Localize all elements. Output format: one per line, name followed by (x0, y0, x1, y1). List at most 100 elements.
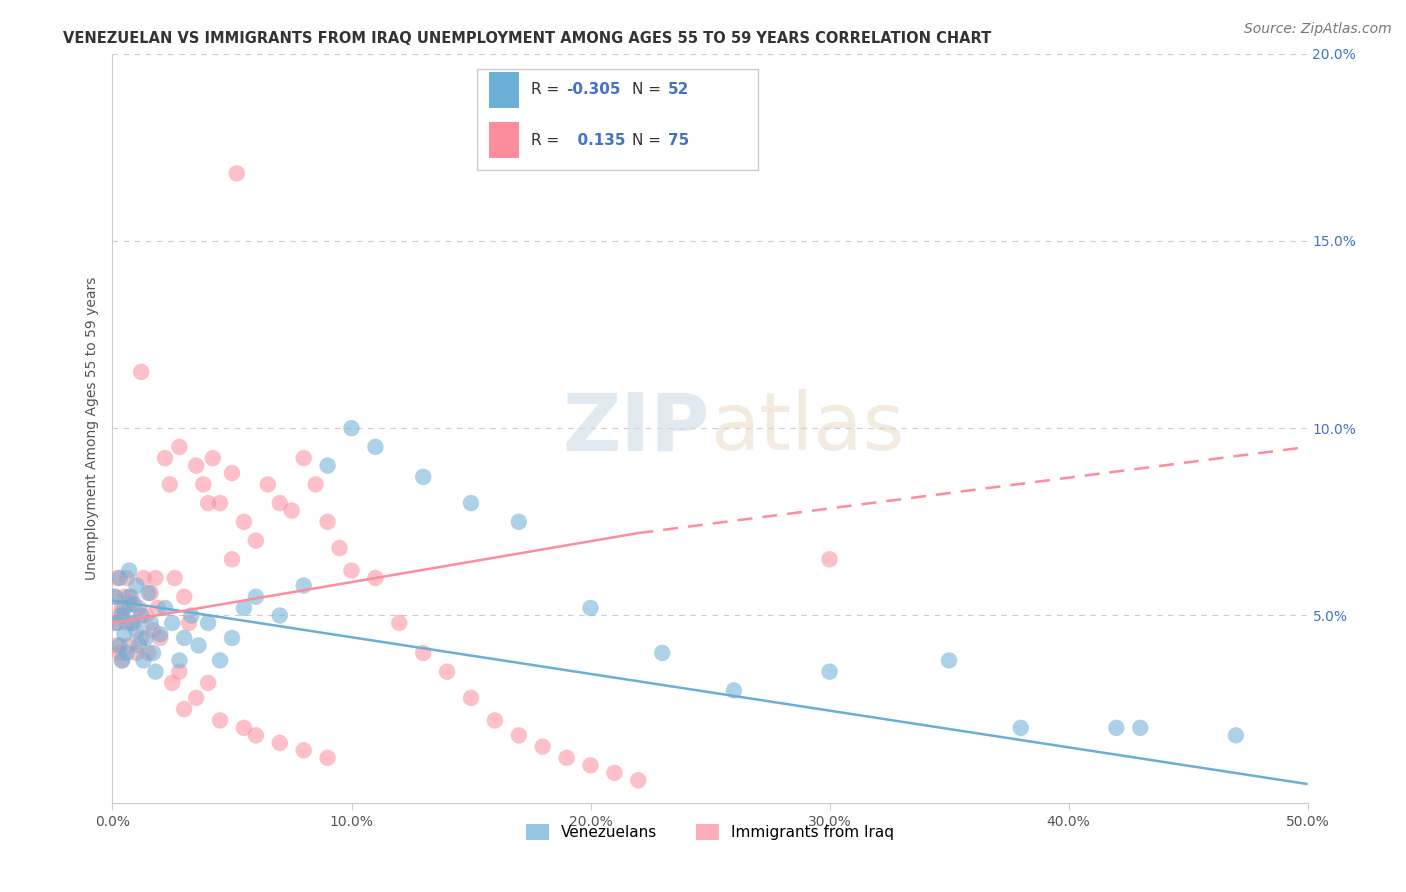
Point (105, 571, 128, 585)
Point (145, 665, 167, 679)
Point (115, 615, 138, 630)
Point (153, 601, 176, 615)
Point (364, 440, 387, 454)
Text: 0.135: 0.135 (567, 133, 626, 148)
Point (436, 665, 458, 679)
Point (364, 571, 387, 585)
Point (818, 665, 841, 679)
Point (269, 736, 291, 750)
Point (579, 601, 602, 615)
Point (118, 590, 141, 604)
Point (138, 586, 160, 600)
Point (149, 631, 172, 645)
Point (340, 564, 363, 578)
Point (531, 739, 554, 754)
Text: ZIP: ZIP (562, 389, 710, 467)
Point (292, 451, 315, 466)
Point (111, 653, 134, 667)
Point (938, 653, 960, 667)
Point (114, 627, 135, 641)
Point (169, 440, 191, 454)
Point (111, 601, 134, 615)
Point (159, 477, 181, 491)
Point (111, 608, 134, 623)
Point (169, 665, 191, 679)
Point (173, 590, 195, 604)
Point (104, 615, 127, 630)
Point (135, 608, 157, 623)
Point (292, 743, 315, 757)
Point (305, 477, 328, 491)
FancyBboxPatch shape (477, 69, 758, 169)
Point (245, 590, 267, 604)
Point (108, 646, 131, 660)
Point (197, 496, 219, 510)
Point (105, 639, 128, 653)
Text: R =: R = (531, 133, 564, 148)
Point (125, 624, 148, 638)
Point (118, 564, 141, 578)
Point (1010, 721, 1032, 735)
Point (460, 496, 482, 510)
Point (281, 503, 304, 517)
Text: VENEZUELAN VS IMMIGRANTS FROM IRAQ UNEMPLOYMENT AMONG AGES 55 TO 59 YEARS CORREL: VENEZUELAN VS IMMIGRANTS FROM IRAQ UNEMP… (63, 31, 991, 46)
Legend: Venezuelans, Immigrants from Iraq: Venezuelans, Immigrants from Iraq (519, 816, 901, 847)
Point (388, 615, 411, 630)
Point (121, 615, 143, 630)
Point (142, 646, 165, 660)
Point (197, 676, 219, 690)
Point (245, 728, 267, 742)
Point (233, 721, 256, 735)
Point (121, 590, 143, 604)
Point (114, 601, 135, 615)
Point (186, 690, 208, 705)
Point (292, 578, 315, 592)
Point (163, 571, 186, 585)
Point (177, 615, 200, 630)
Point (1105, 721, 1128, 735)
Point (651, 646, 673, 660)
Point (118, 597, 141, 611)
Point (555, 751, 578, 765)
Point (128, 601, 150, 615)
Point (104, 590, 127, 604)
FancyBboxPatch shape (489, 72, 519, 108)
Point (118, 639, 141, 653)
Point (135, 631, 157, 645)
Point (818, 552, 841, 566)
Text: 52: 52 (668, 82, 689, 97)
Point (316, 458, 339, 473)
Point (105, 615, 128, 630)
Point (603, 765, 626, 780)
Point (221, 466, 243, 480)
Point (128, 639, 150, 653)
Point (579, 758, 602, 772)
Point (145, 571, 167, 585)
Point (412, 470, 434, 484)
Text: R =: R = (531, 82, 564, 97)
Text: Source: ZipAtlas.com: Source: ZipAtlas.com (1244, 22, 1392, 37)
Point (104, 590, 127, 604)
Point (173, 631, 195, 645)
Point (139, 615, 162, 630)
Point (162, 676, 183, 690)
Point (149, 627, 172, 641)
Point (221, 631, 243, 645)
Point (201, 451, 224, 466)
Point (146, 601, 169, 615)
Point (108, 608, 131, 623)
Point (162, 615, 183, 630)
Point (340, 421, 363, 435)
Point (186, 458, 208, 473)
Point (257, 477, 280, 491)
Point (316, 751, 339, 765)
Point (221, 552, 243, 566)
Point (627, 773, 650, 788)
Point (460, 690, 482, 705)
Point (245, 533, 267, 548)
Point (508, 515, 530, 529)
Y-axis label: Unemployment Among Ages 55 to 59 years: Unemployment Among Ages 55 to 59 years (86, 277, 100, 580)
Point (108, 571, 131, 585)
Point (233, 515, 256, 529)
Point (139, 586, 162, 600)
